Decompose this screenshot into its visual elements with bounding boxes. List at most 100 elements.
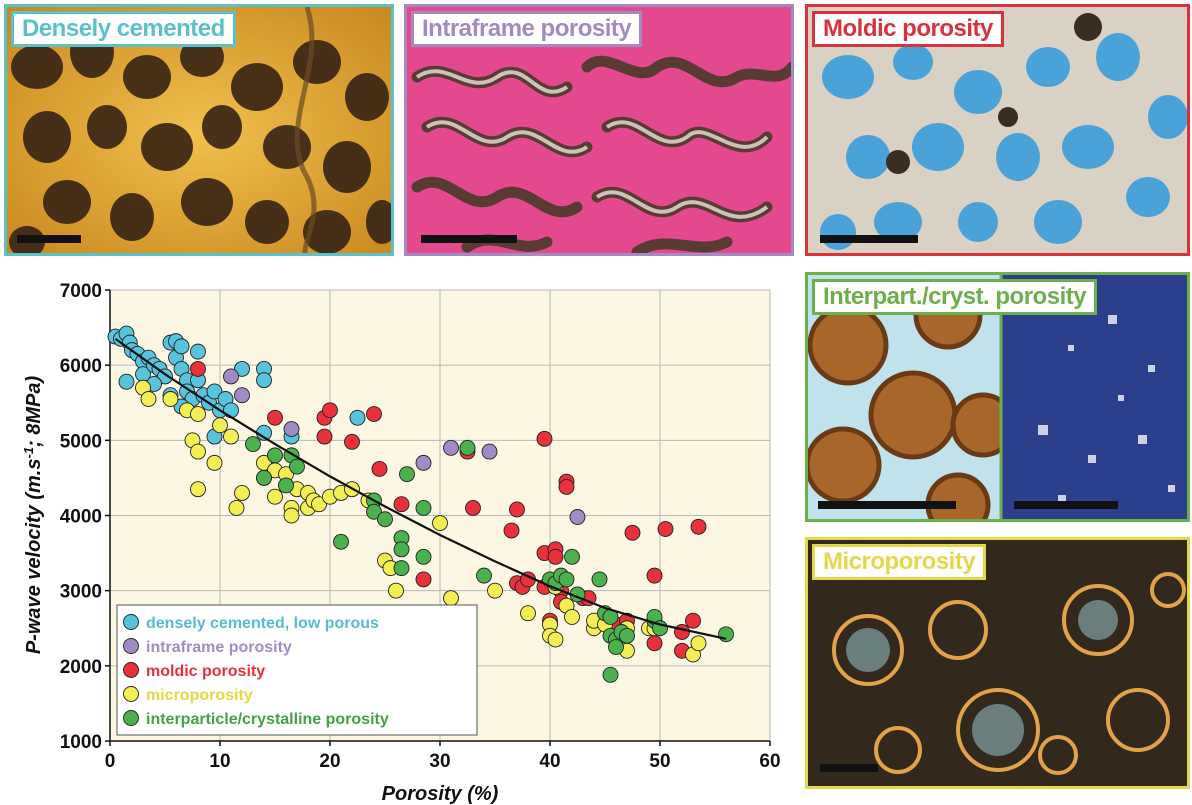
panel-label-densely-cemented: Densely cemented [11, 11, 236, 47]
photo-panel-intraframe-porosity: Intraframe porosity [404, 4, 794, 256]
data-point [207, 455, 222, 470]
data-point [235, 485, 250, 500]
data-point [548, 632, 563, 647]
scale-bar [820, 235, 918, 243]
legend-label: densely cemented, low porous [146, 615, 379, 632]
data-point [691, 636, 706, 651]
data-point [268, 410, 283, 425]
scale-bar [818, 501, 956, 509]
data-point [141, 391, 156, 406]
data-point [603, 667, 618, 682]
data-point [284, 422, 299, 437]
y-tick-label: 4000 [60, 507, 102, 528]
legend-marker [124, 615, 139, 630]
legend-marker [124, 711, 139, 726]
data-point [647, 636, 662, 651]
data-point [565, 609, 580, 624]
x-tick-label: 30 [429, 751, 450, 772]
x-tick-label: 20 [319, 751, 340, 772]
data-point [592, 572, 607, 587]
y-tick-label: 3000 [60, 582, 102, 603]
y-axis-title-superscript: -1 [21, 447, 36, 459]
y-tick-label: 2000 [60, 657, 102, 678]
x-tick-label: 40 [539, 751, 560, 772]
data-point [246, 437, 261, 452]
data-point [444, 591, 459, 606]
legend-marker [124, 687, 139, 702]
data-point [559, 572, 574, 587]
photo-panel-interparticle-porosity: Interpart./cryst. porosity [805, 272, 1190, 522]
data-point [235, 388, 250, 403]
data-point [394, 561, 409, 576]
data-point [317, 429, 332, 444]
y-axis-title: P-wave velocity (m.s-1; 8MPa) [21, 375, 46, 654]
x-tick-label: 50 [649, 751, 670, 772]
scatter-chart: 0 10 20 30 40 50 60 1000 2000 3000 4000 5000 6000 700… [0, 270, 790, 805]
legend-label: moldic porosity [146, 663, 265, 680]
data-point [416, 549, 431, 564]
data-point [224, 403, 239, 418]
data-point [609, 640, 624, 655]
data-point [191, 407, 206, 422]
panel-label-intraframe-porosity: Intraframe porosity [411, 11, 642, 47]
data-point [213, 418, 228, 433]
data-point [350, 410, 365, 425]
data-point [290, 459, 305, 474]
data-point [367, 407, 382, 422]
data-point [257, 373, 272, 388]
y-tick-label: 1000 [60, 732, 102, 753]
data-point [334, 534, 349, 549]
y-axis-title-main: P-wave velocity (m.s [23, 459, 45, 655]
data-point [416, 500, 431, 515]
data-point [284, 508, 299, 523]
data-point [521, 606, 536, 621]
x-tick-label: 60 [759, 751, 780, 772]
data-point [191, 444, 206, 459]
data-point [488, 583, 503, 598]
data-point [372, 461, 387, 476]
data-point [257, 470, 272, 485]
legend-label: microporosity [146, 687, 253, 704]
panel-label-microporosity: Microporosity [812, 544, 986, 580]
data-point [719, 627, 734, 642]
scale-bar [1014, 501, 1118, 509]
legend-marker [124, 663, 139, 678]
data-point [691, 519, 706, 534]
data-point [416, 572, 431, 587]
y-axis-title-end: ; 8MPa) [23, 375, 45, 446]
data-point [565, 549, 580, 564]
data-point [191, 482, 206, 497]
scale-bar [421, 235, 517, 243]
x-axis-title: Porosity (%) [382, 783, 499, 805]
data-point [224, 369, 239, 384]
data-point [559, 479, 574, 494]
data-point [570, 510, 585, 525]
data-point [466, 500, 481, 515]
data-point [268, 489, 283, 504]
x-tick-label: 0 [105, 751, 116, 772]
x-tick-label: 10 [209, 751, 230, 772]
data-point [191, 344, 206, 359]
scale-bar [17, 235, 81, 243]
data-point [345, 434, 360, 449]
data-point [394, 497, 409, 512]
photo-panel-moldic-porosity: Moldic porosity [805, 4, 1190, 256]
data-point [444, 440, 459, 455]
y-tick-label: 6000 [60, 356, 102, 377]
data-point [119, 374, 134, 389]
photo-panel-microporosity: Microporosity [805, 537, 1190, 789]
data-point [686, 613, 701, 628]
data-point [229, 500, 244, 515]
data-point [504, 523, 519, 538]
y-tick-label: 7000 [60, 281, 102, 302]
data-point [394, 542, 409, 557]
y-tick-label: 5000 [60, 431, 102, 452]
data-point [268, 448, 283, 463]
data-point [433, 516, 448, 531]
data-point [548, 549, 563, 564]
data-point [224, 429, 239, 444]
data-point [191, 361, 206, 376]
photo-panel-densely-cemented: Densely cemented [4, 4, 394, 256]
legend-marker [124, 639, 139, 654]
data-point [163, 391, 178, 406]
